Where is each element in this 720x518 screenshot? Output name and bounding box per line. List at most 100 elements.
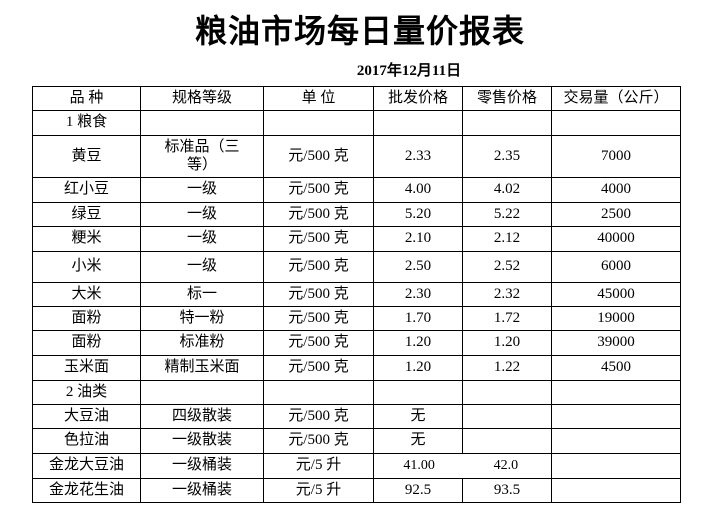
unit-cell: 元/500 克 — [263, 251, 374, 283]
empty-cell — [462, 380, 552, 405]
variety-cell: 粳米 — [32, 226, 141, 252]
table-header-row: 品 种 规格等级 单 位 批发价格 零售价格 交易量（公斤） — [32, 86, 681, 111]
volume-cell: 45000 — [551, 282, 681, 307]
table-row: 粳米 一级 元/500 克 2.10 2.12 40000 — [32, 226, 681, 252]
spec-cell: 一级 — [140, 177, 264, 203]
section-row-oil: 2 油类 — [32, 380, 681, 405]
unit-cell: 元/5 升 — [263, 453, 374, 479]
variety-cell: 黄豆 — [32, 135, 141, 178]
table-row: 小米 一级 元/500 克 2.50 2.52 6000 — [32, 251, 681, 283]
volume-cell — [551, 453, 681, 479]
retail-cell: 1.72 — [462, 306, 552, 331]
unit-cell: 元/500 克 — [263, 404, 374, 429]
header-wholesale-price: 批发价格 — [373, 86, 463, 111]
table-row: 大米 标一 元/500 克 2.30 2.32 45000 — [32, 282, 681, 307]
wholesale-cell: 92.5 — [373, 478, 463, 503]
header-retail-price: 零售价格 — [462, 86, 552, 111]
header-unit: 单 位 — [263, 86, 374, 111]
empty-cell — [551, 380, 681, 405]
spec-cell: 标一 — [140, 282, 264, 307]
spec-cell: 一级桶装 — [140, 478, 264, 503]
variety-cell: 金龙花生油 — [32, 478, 141, 503]
section-label: 1 粮食 — [32, 110, 141, 136]
variety-cell: 红小豆 — [32, 177, 141, 203]
volume-cell: 7000 — [551, 135, 681, 178]
spec-text: 标准品（三等） — [164, 139, 240, 173]
unit-cell: 元/5 升 — [263, 478, 374, 503]
page-title: 粮油市场每日量价报表 — [194, 13, 525, 49]
section-row-grain: 1 粮食 — [32, 110, 681, 136]
table-row: 面粉 标准粉 元/500 克 1.20 1.20 39000 — [32, 330, 681, 356]
spec-cell: 一级 — [140, 202, 264, 227]
unit-cell: 元/500 克 — [263, 282, 374, 307]
unit-cell: 元/500 克 — [263, 306, 374, 331]
variety-cell: 色拉油 — [32, 428, 141, 454]
wholesale-cell: 2.10 — [373, 226, 463, 252]
table-row: 色拉油 一级散装 元/500 克 无 — [32, 428, 681, 454]
empty-cell — [373, 380, 463, 405]
table-row: 金龙大豆油 一级桶装 元/5 升 41.00 42.0 — [32, 453, 681, 479]
empty-cell — [462, 110, 552, 136]
spec-cell: 精制玉米面 — [140, 355, 264, 381]
wholesale-cell: 无 — [373, 404, 463, 429]
table-row: 绿豆 一级 元/500 克 5.20 5.22 2500 — [32, 202, 681, 227]
volume-cell: 4000 — [551, 177, 681, 203]
volume-cell: 19000 — [551, 306, 681, 331]
volume-cell: 40000 — [551, 226, 681, 252]
variety-cell: 大豆油 — [32, 404, 141, 429]
unit-cell: 元/500 克 — [263, 428, 374, 454]
variety-cell: 金龙大豆油 — [32, 453, 141, 479]
spec-cell: 一级桶装 — [140, 453, 264, 479]
wholesale-cell: 1.70 — [373, 306, 463, 331]
volume-cell — [551, 428, 681, 454]
spec-cell: 一级 — [140, 226, 264, 252]
section-label: 2 油类 — [32, 380, 141, 405]
header-variety: 品 种 — [32, 86, 141, 111]
unit-cell: 元/500 克 — [263, 135, 374, 178]
table-row: 黄豆 标准品（三等） 元/500 克 2.33 2.35 7000 — [32, 135, 681, 178]
variety-cell: 大米 — [32, 282, 141, 307]
retail-value: 42.0 — [493, 458, 519, 474]
volume-cell — [551, 478, 681, 503]
table-row: 大豆油 四级散装 元/500 克 无 — [32, 404, 681, 429]
spec-cell: 标准粉 — [140, 330, 264, 356]
wholesale-retail-merged-cell: 41.00 42.0 — [373, 453, 552, 479]
empty-cell — [140, 110, 264, 136]
wholesale-cell: 2.50 — [373, 251, 463, 283]
table-row: 金龙花生油 一级桶装 元/5 升 92.5 93.5 — [32, 478, 681, 503]
wholesale-cell: 无 — [373, 428, 463, 454]
variety-cell: 面粉 — [32, 306, 141, 331]
empty-cell — [263, 380, 374, 405]
retail-cell: 2.32 — [462, 282, 552, 307]
unit-cell: 元/500 克 — [263, 226, 374, 252]
retail-cell: 2.35 — [462, 135, 552, 178]
retail-cell: 93.5 — [462, 478, 552, 503]
variety-cell: 玉米面 — [32, 355, 141, 381]
wholesale-cell: 1.20 — [373, 330, 463, 356]
wholesale-cell: 2.33 — [373, 135, 463, 178]
volume-cell: 2500 — [551, 202, 681, 227]
retail-cell: 2.12 — [462, 226, 552, 252]
retail-cell: 1.22 — [462, 355, 552, 381]
unit-cell: 元/500 克 — [263, 202, 374, 227]
volume-cell: 4500 — [551, 355, 681, 381]
spec-cell: 一级 — [140, 251, 264, 283]
retail-cell — [462, 428, 552, 454]
empty-cell — [551, 110, 681, 136]
volume-cell: 6000 — [551, 251, 681, 283]
empty-cell — [140, 380, 264, 405]
retail-cell: 1.20 — [462, 330, 552, 356]
unit-cell: 元/500 克 — [263, 177, 374, 203]
spec-cell: 一级散装 — [140, 428, 264, 454]
report-date: 2017年12月11日 — [356, 63, 462, 79]
table-row: 面粉 特一粉 元/500 克 1.70 1.72 19000 — [32, 306, 681, 331]
spec-cell: 标准品（三等） — [140, 135, 264, 178]
unit-cell: 元/500 克 — [263, 355, 374, 381]
header-spec-grade: 规格等级 — [140, 86, 264, 111]
wholesale-cell: 5.20 — [373, 202, 463, 227]
variety-cell: 小米 — [32, 251, 141, 283]
table-row: 红小豆 一级 元/500 克 4.00 4.02 4000 — [32, 177, 681, 203]
wholesale-value: 41.00 — [403, 458, 435, 474]
price-table: 品 种 规格等级 单 位 批发价格 零售价格 交易量（公斤） 1 粮食 黄豆 标… — [32, 86, 681, 503]
